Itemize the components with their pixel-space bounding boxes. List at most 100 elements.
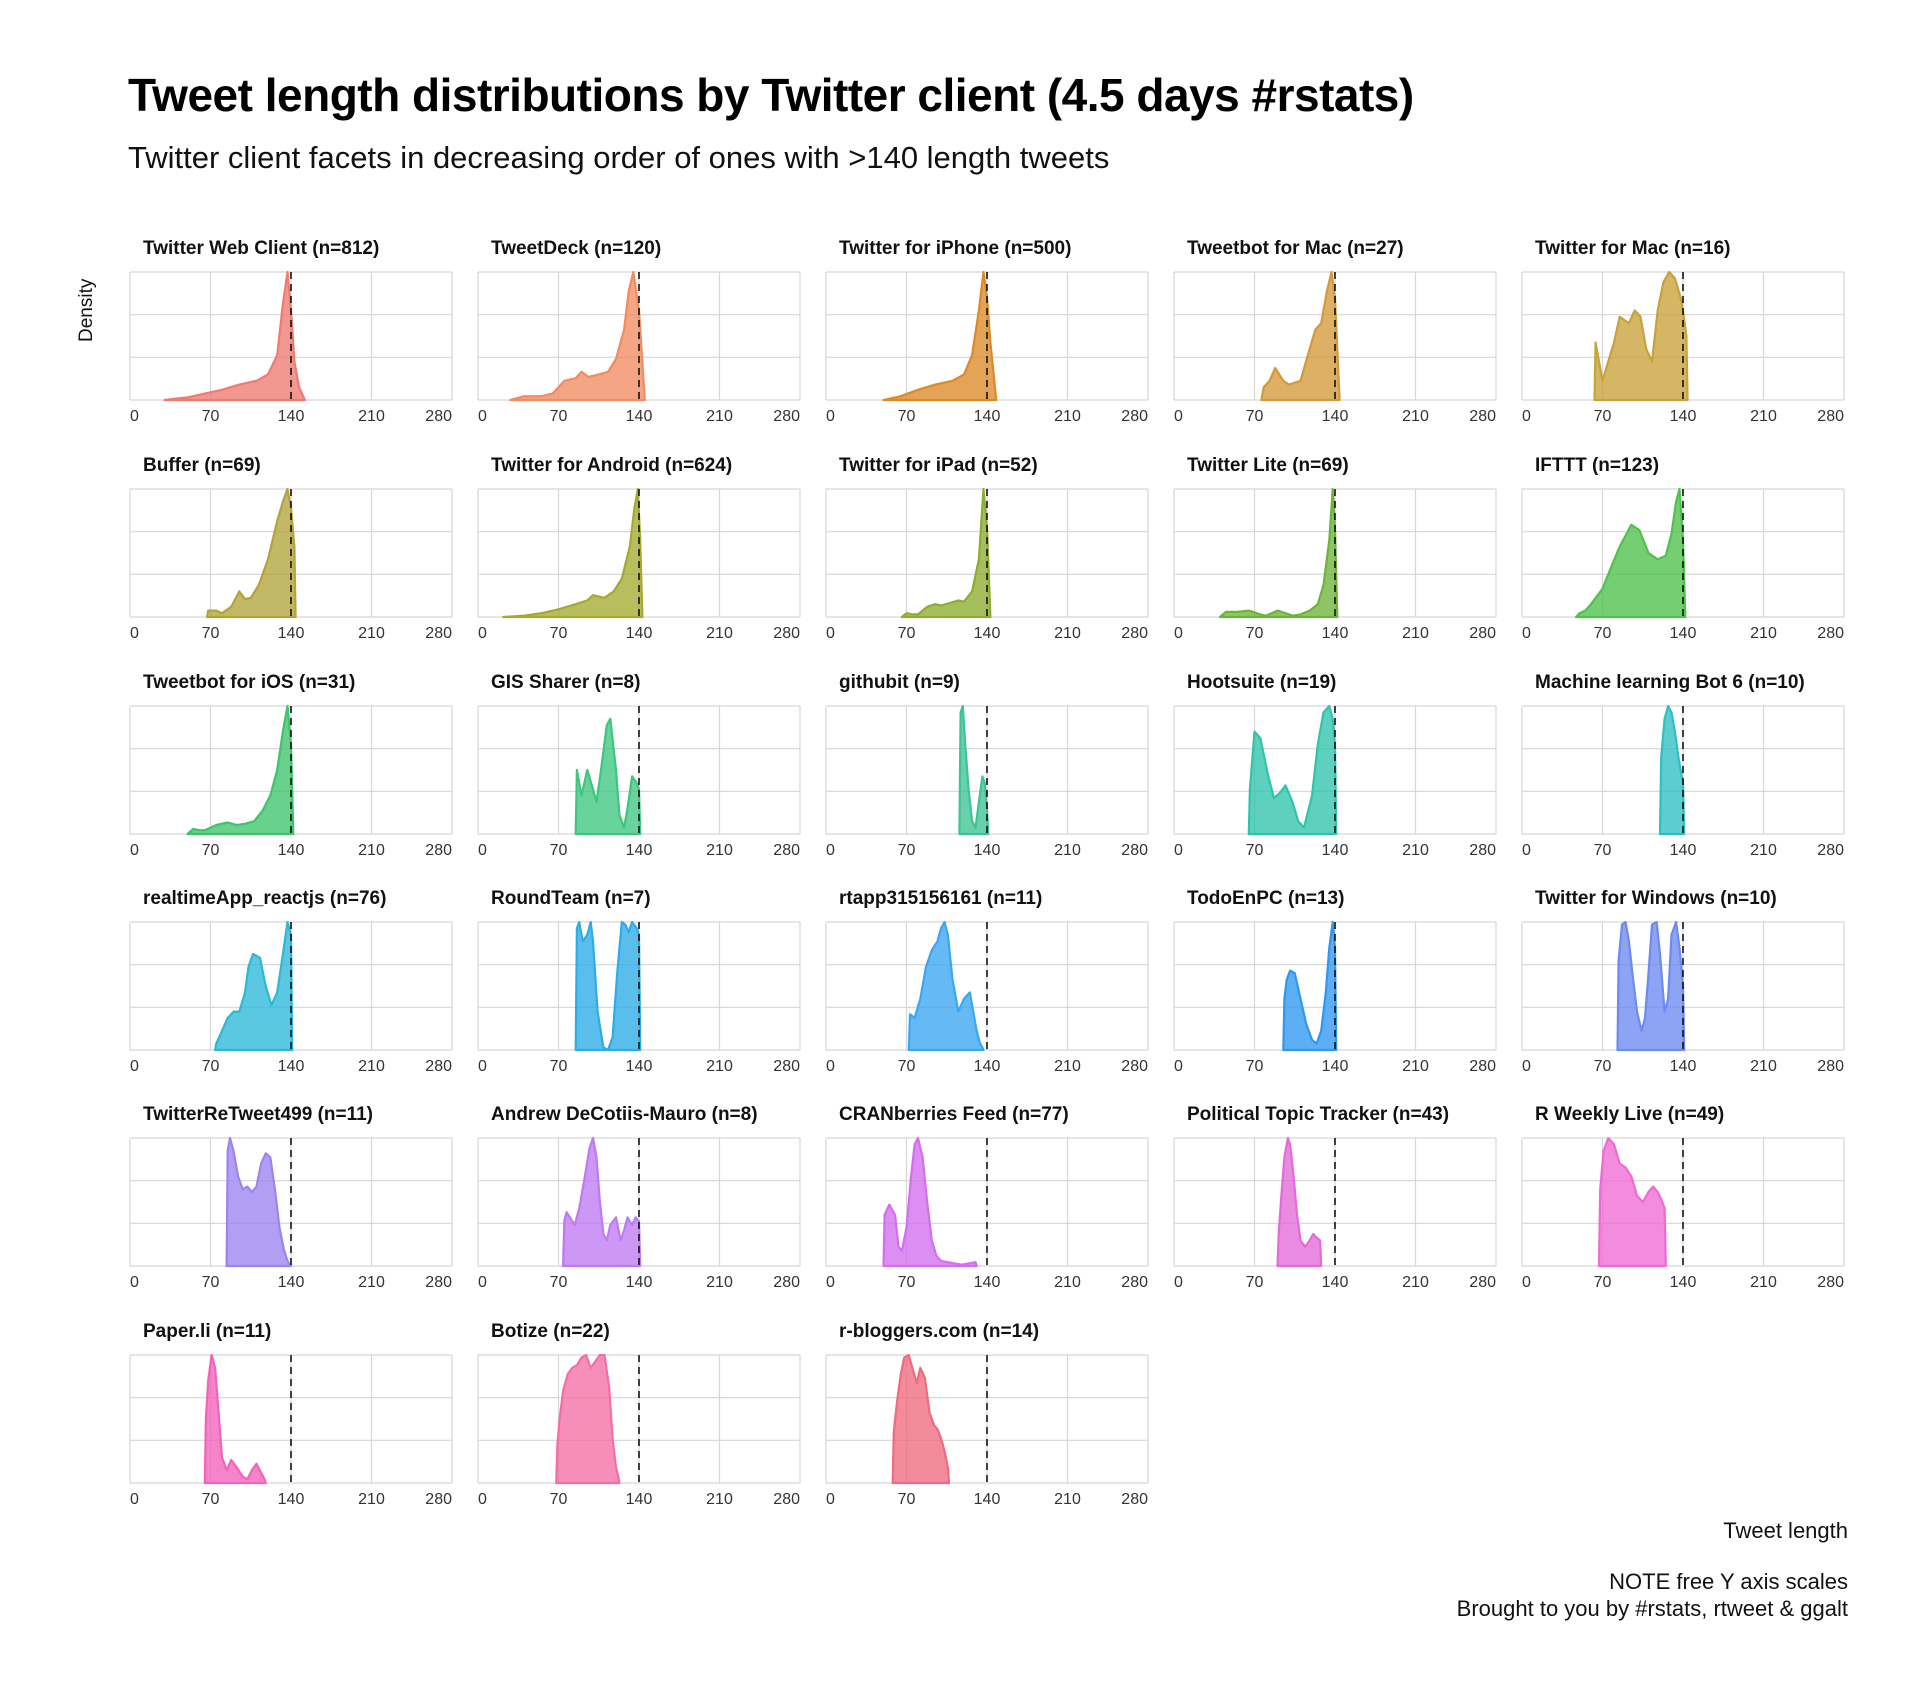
x-tick-label: 140 [278,1058,305,1075]
density-area [882,1136,978,1268]
x-tick-label: 140 [626,1491,653,1508]
x-tick-label: 280 [1817,842,1844,859]
x-tick-label: 70 [1594,1058,1612,1075]
density-area [891,1353,951,1485]
x-tick-label: 0 [478,1274,487,1291]
x-tick-label: 70 [1246,408,1264,425]
x-tick-label: 70 [550,1058,568,1075]
facet-panel: Twitter for iPad (n=52) 0 70 140 210 280 [825,455,1149,642]
facet-panel: Machine learning Bot 6 (n=10) 0 70 140 210 28… [1521,672,1845,859]
density-area [1593,270,1689,402]
x-tick-label: 140 [974,1491,1001,1508]
x-tick-label: 210 [1750,1274,1777,1291]
x-tick-label: 70 [550,625,568,642]
density-area [900,487,992,619]
x-tick-label: 280 [425,1058,452,1075]
x-tick-label: 0 [1522,1274,1531,1291]
x-tick-label: 280 [1469,408,1496,425]
facet-label: Twitter Web Client (n=812) [143,238,379,259]
facet-label: Twitter for Android (n=624) [491,455,732,476]
x-tick-label: 0 [1174,842,1183,859]
facet-label: Twitter for iPad (n=52) [839,455,1038,476]
facet-label: TwitterReTweet499 (n=11) [143,1104,373,1125]
facet-label: Hootsuite (n=19) [1187,672,1336,693]
facet-panel: Tweetbot for iOS (n=31) 0 70 140 210 280 [129,672,453,859]
density-area [1616,920,1686,1052]
facet-panel: Twitter Lite (n=69) 0 70 140 210 280 [1173,455,1497,642]
x-tick-label: 70 [1246,1274,1264,1291]
density-area [1218,487,1339,619]
density-area [574,717,642,836]
density-area [562,1136,642,1268]
x-tick-label: 140 [626,1274,653,1291]
x-tick-label: 70 [898,1274,916,1291]
density-area [203,1353,267,1485]
x-tick-label: 280 [1121,1058,1148,1075]
facet-panel: githubit (n=9) 0 70 140 210 280 [825,672,1149,859]
facet-label: Twitter for Windows (n=10) [1535,888,1777,909]
x-tick-label: 0 [478,842,487,859]
density-area [907,920,985,1052]
facet-panel: Buffer (n=69) 0 70 140 210 280 [129,455,453,642]
x-tick-label: 280 [425,408,452,425]
x-tick-label: 140 [1670,625,1697,642]
x-tick-label: 70 [202,1274,220,1291]
facet-panel: Hootsuite (n=19) 0 70 140 210 280 [1173,672,1497,859]
x-tick-label: 70 [1594,1274,1612,1291]
x-tick-label: 70 [202,842,220,859]
x-tick-label: 140 [278,842,305,859]
x-tick-label: 140 [626,625,653,642]
x-tick-label: 210 [1750,625,1777,642]
x-tick-label: 210 [358,625,385,642]
x-tick-label: 210 [1402,625,1429,642]
x-tick-label: 140 [278,1491,305,1508]
density-area [1247,704,1338,836]
x-tick-label: 210 [1750,408,1777,425]
density-area [205,487,297,619]
x-tick-label: 70 [550,408,568,425]
x-tick-label: 280 [1121,1274,1148,1291]
x-tick-label: 70 [202,1491,220,1508]
x-tick-label: 0 [478,408,487,425]
density-area [958,704,990,836]
x-tick-label: 0 [826,842,835,859]
x-tick-label: 0 [826,1058,835,1075]
x-tick-label: 70 [550,1491,568,1508]
x-tick-label: 140 [1322,1058,1349,1075]
x-tick-label: 280 [1469,625,1496,642]
facet-panel: Twitter for Mac (n=16) 0 70 140 210 280 [1521,238,1845,425]
x-tick-label: 140 [278,1274,305,1291]
density-area [163,270,306,402]
x-tick-label: 280 [1121,408,1148,425]
x-tick-label: 140 [1670,408,1697,425]
x-tick-label: 70 [202,625,220,642]
facet-label: Political Topic Tracker (n=43) [1187,1104,1449,1125]
x-tick-label: 0 [1522,842,1531,859]
facet-panel: Andrew DeCotiis-Mauro (n=8) 0 70 140 210 280 [477,1104,801,1291]
x-tick-label: 70 [898,408,916,425]
density-area [214,920,294,1052]
x-tick-label: 0 [1522,625,1531,642]
x-tick-label: 0 [826,1491,835,1508]
x-tick-label: 280 [1469,1058,1496,1075]
facet-panel: Tweetbot for Mac (n=27) 0 70 140 210 280 [1173,238,1497,425]
facet-label: Machine learning Bot 6 (n=10) [1535,672,1805,693]
density-area [1260,270,1341,402]
x-tick-label: 210 [1402,1058,1429,1075]
density-area [1658,704,1686,836]
x-tick-label: 140 [1322,625,1349,642]
facet-label: GIS Sharer (n=8) [491,672,640,693]
x-tick-label: 140 [974,1058,1001,1075]
x-tick-label: 0 [478,1058,487,1075]
facet-panel: Political Topic Tracker (n=43) 0 70 140 210 2… [1173,1104,1497,1291]
x-tick-label: 210 [358,1491,385,1508]
x-tick-label: 280 [773,1491,800,1508]
x-tick-label: 210 [1054,1058,1081,1075]
x-tick-label: 70 [898,625,916,642]
x-tick-label: 280 [1817,625,1844,642]
x-tick-label: 140 [1670,1058,1697,1075]
facet-label: R Weekly Live (n=49) [1535,1104,1724,1125]
facet-label: githubit (n=9) [839,672,960,693]
caption: NOTE free Y axis scales Brought to you b… [1457,1568,1848,1622]
x-tick-label: 0 [130,1274,139,1291]
